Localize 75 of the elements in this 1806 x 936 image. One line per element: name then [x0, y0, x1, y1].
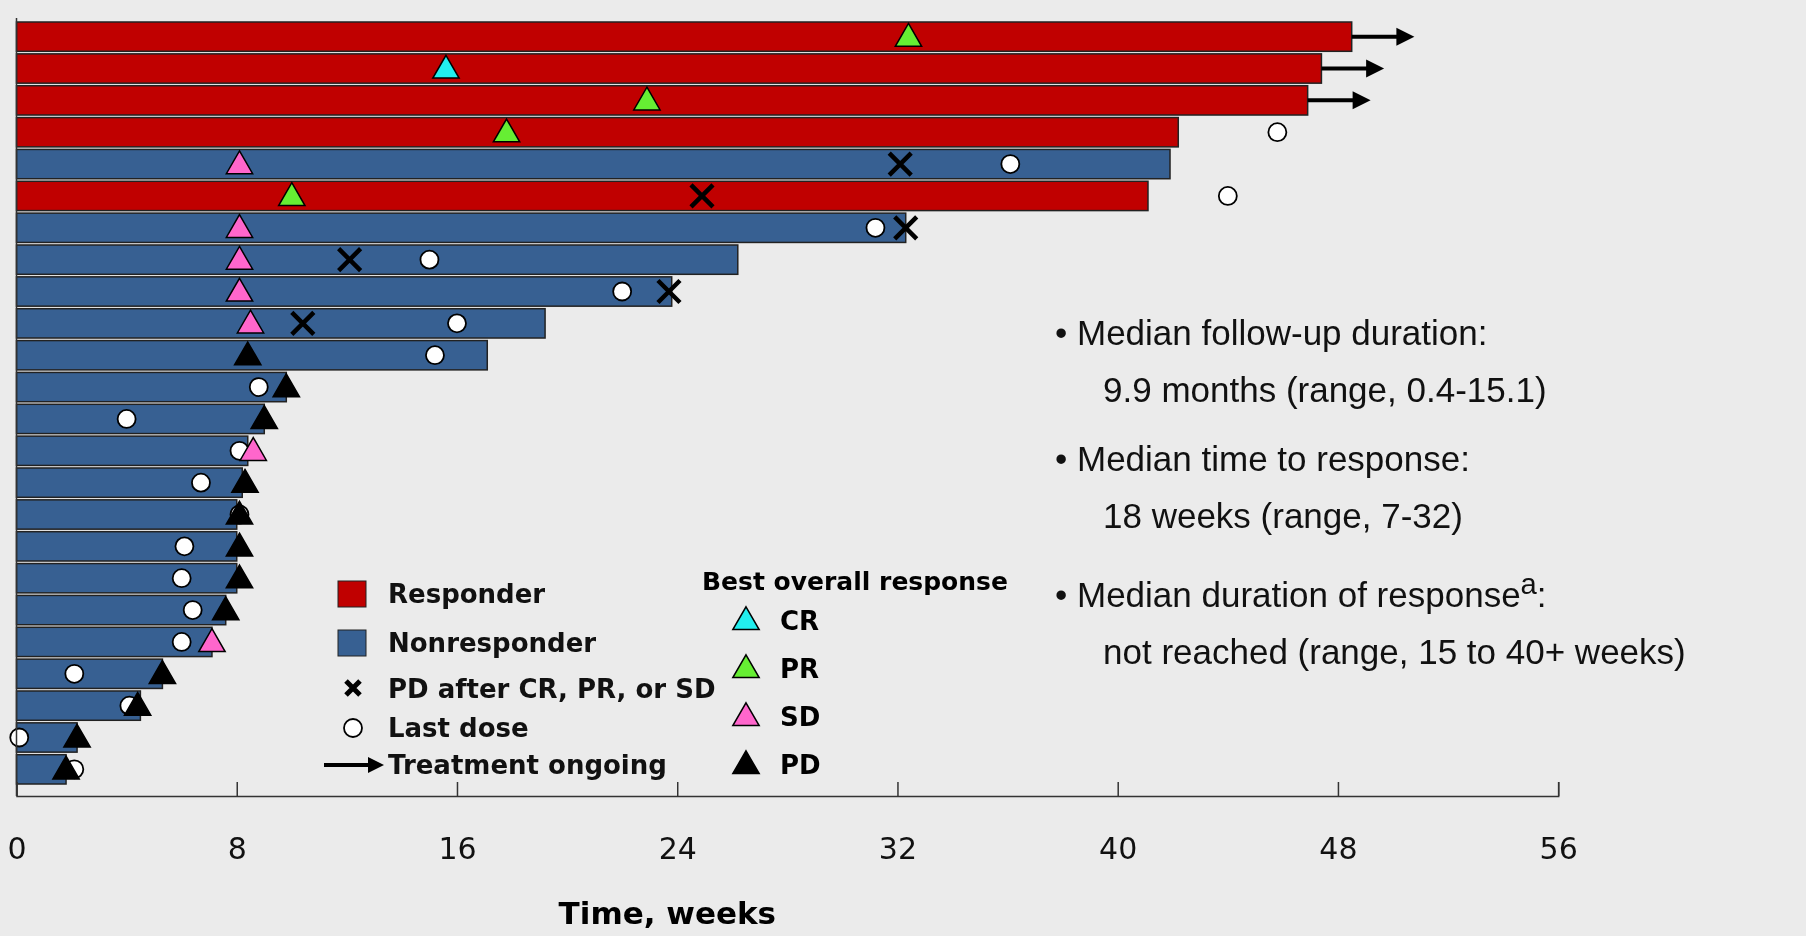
- point: [289, 310, 317, 337]
- legend-label: SD: [780, 702, 821, 732]
- point: [198, 627, 226, 653]
- point: [688, 182, 716, 210]
- legend-label: PD after CR, PR, or SD: [388, 674, 716, 704]
- point: [174, 536, 195, 557]
- point: [225, 564, 254, 589]
- point: [171, 632, 192, 652]
- point: [239, 436, 268, 462]
- x-tick-label: 8: [227, 831, 247, 867]
- x-tick-label: 24: [658, 831, 697, 867]
- point: [655, 278, 683, 305]
- point: [892, 214, 919, 242]
- point: [1366, 59, 1385, 78]
- x-tick-label: 32: [878, 831, 918, 867]
- point: [9, 727, 30, 748]
- point: [250, 404, 279, 430]
- point: [886, 150, 914, 178]
- x-tick-label: 48: [1319, 831, 1358, 867]
- annotation: 9.9 months (range, 0.4-15.1): [1102, 369, 1548, 411]
- point: [225, 213, 254, 239]
- point: [865, 217, 886, 238]
- annotation: not reached (range, 15 to 40+ weeks): [1102, 630, 1687, 673]
- annotation: • Median follow-up duration:: [1055, 312, 1489, 354]
- legend-label: PD: [780, 750, 821, 780]
- point: [336, 246, 363, 273]
- annotation: • Median duration of response$^{a}$:: [1055, 567, 1548, 616]
- legend-label: CR: [780, 606, 820, 636]
- point: [277, 181, 306, 207]
- point: [1267, 122, 1288, 143]
- legend-label: Last dose: [388, 713, 529, 743]
- point: [1352, 91, 1371, 110]
- point: [225, 500, 254, 525]
- point: [248, 377, 269, 397]
- legend-label: Treatment ongoing: [388, 750, 667, 780]
- annotation: 18 weeks (range, 7-32): [1102, 495, 1464, 537]
- point: [447, 313, 467, 334]
- legend-title: Best overall response: [702, 567, 1008, 596]
- point: [233, 341, 262, 366]
- x-tick-label: 40: [1099, 831, 1138, 867]
- point: [272, 373, 301, 398]
- point: [633, 86, 661, 111]
- point: [116, 409, 137, 429]
- point: [123, 691, 152, 716]
- x-tick-label: 56: [1539, 831, 1578, 867]
- point: [231, 468, 259, 493]
- point: [236, 309, 265, 334]
- point: [492, 118, 521, 143]
- point: [64, 663, 85, 684]
- point: [211, 596, 240, 621]
- annotation: • Median time to response:: [1055, 438, 1471, 480]
- x-axis-title: Time, weeks: [558, 895, 777, 931]
- point: [225, 532, 254, 557]
- legend-label: Responder: [388, 579, 546, 609]
- point: [148, 659, 177, 685]
- point: [182, 600, 203, 620]
- point: [52, 755, 80, 780]
- point: [432, 54, 460, 79]
- point: [894, 22, 923, 47]
- point: [225, 277, 254, 302]
- point: [191, 472, 211, 493]
- x-tick-label: 0: [7, 831, 27, 867]
- point: [225, 150, 254, 175]
- legend-label: Nonresponder: [388, 628, 597, 658]
- point: [225, 245, 254, 270]
- x-tick-label: 16: [438, 831, 477, 867]
- point: [1217, 186, 1238, 206]
- point: [612, 281, 633, 302]
- point: [419, 249, 440, 270]
- point: [425, 345, 445, 366]
- point: [171, 568, 192, 589]
- point: [63, 723, 91, 748]
- point: [1396, 27, 1415, 46]
- legend-label: PR: [780, 654, 820, 684]
- point: [1000, 154, 1021, 174]
